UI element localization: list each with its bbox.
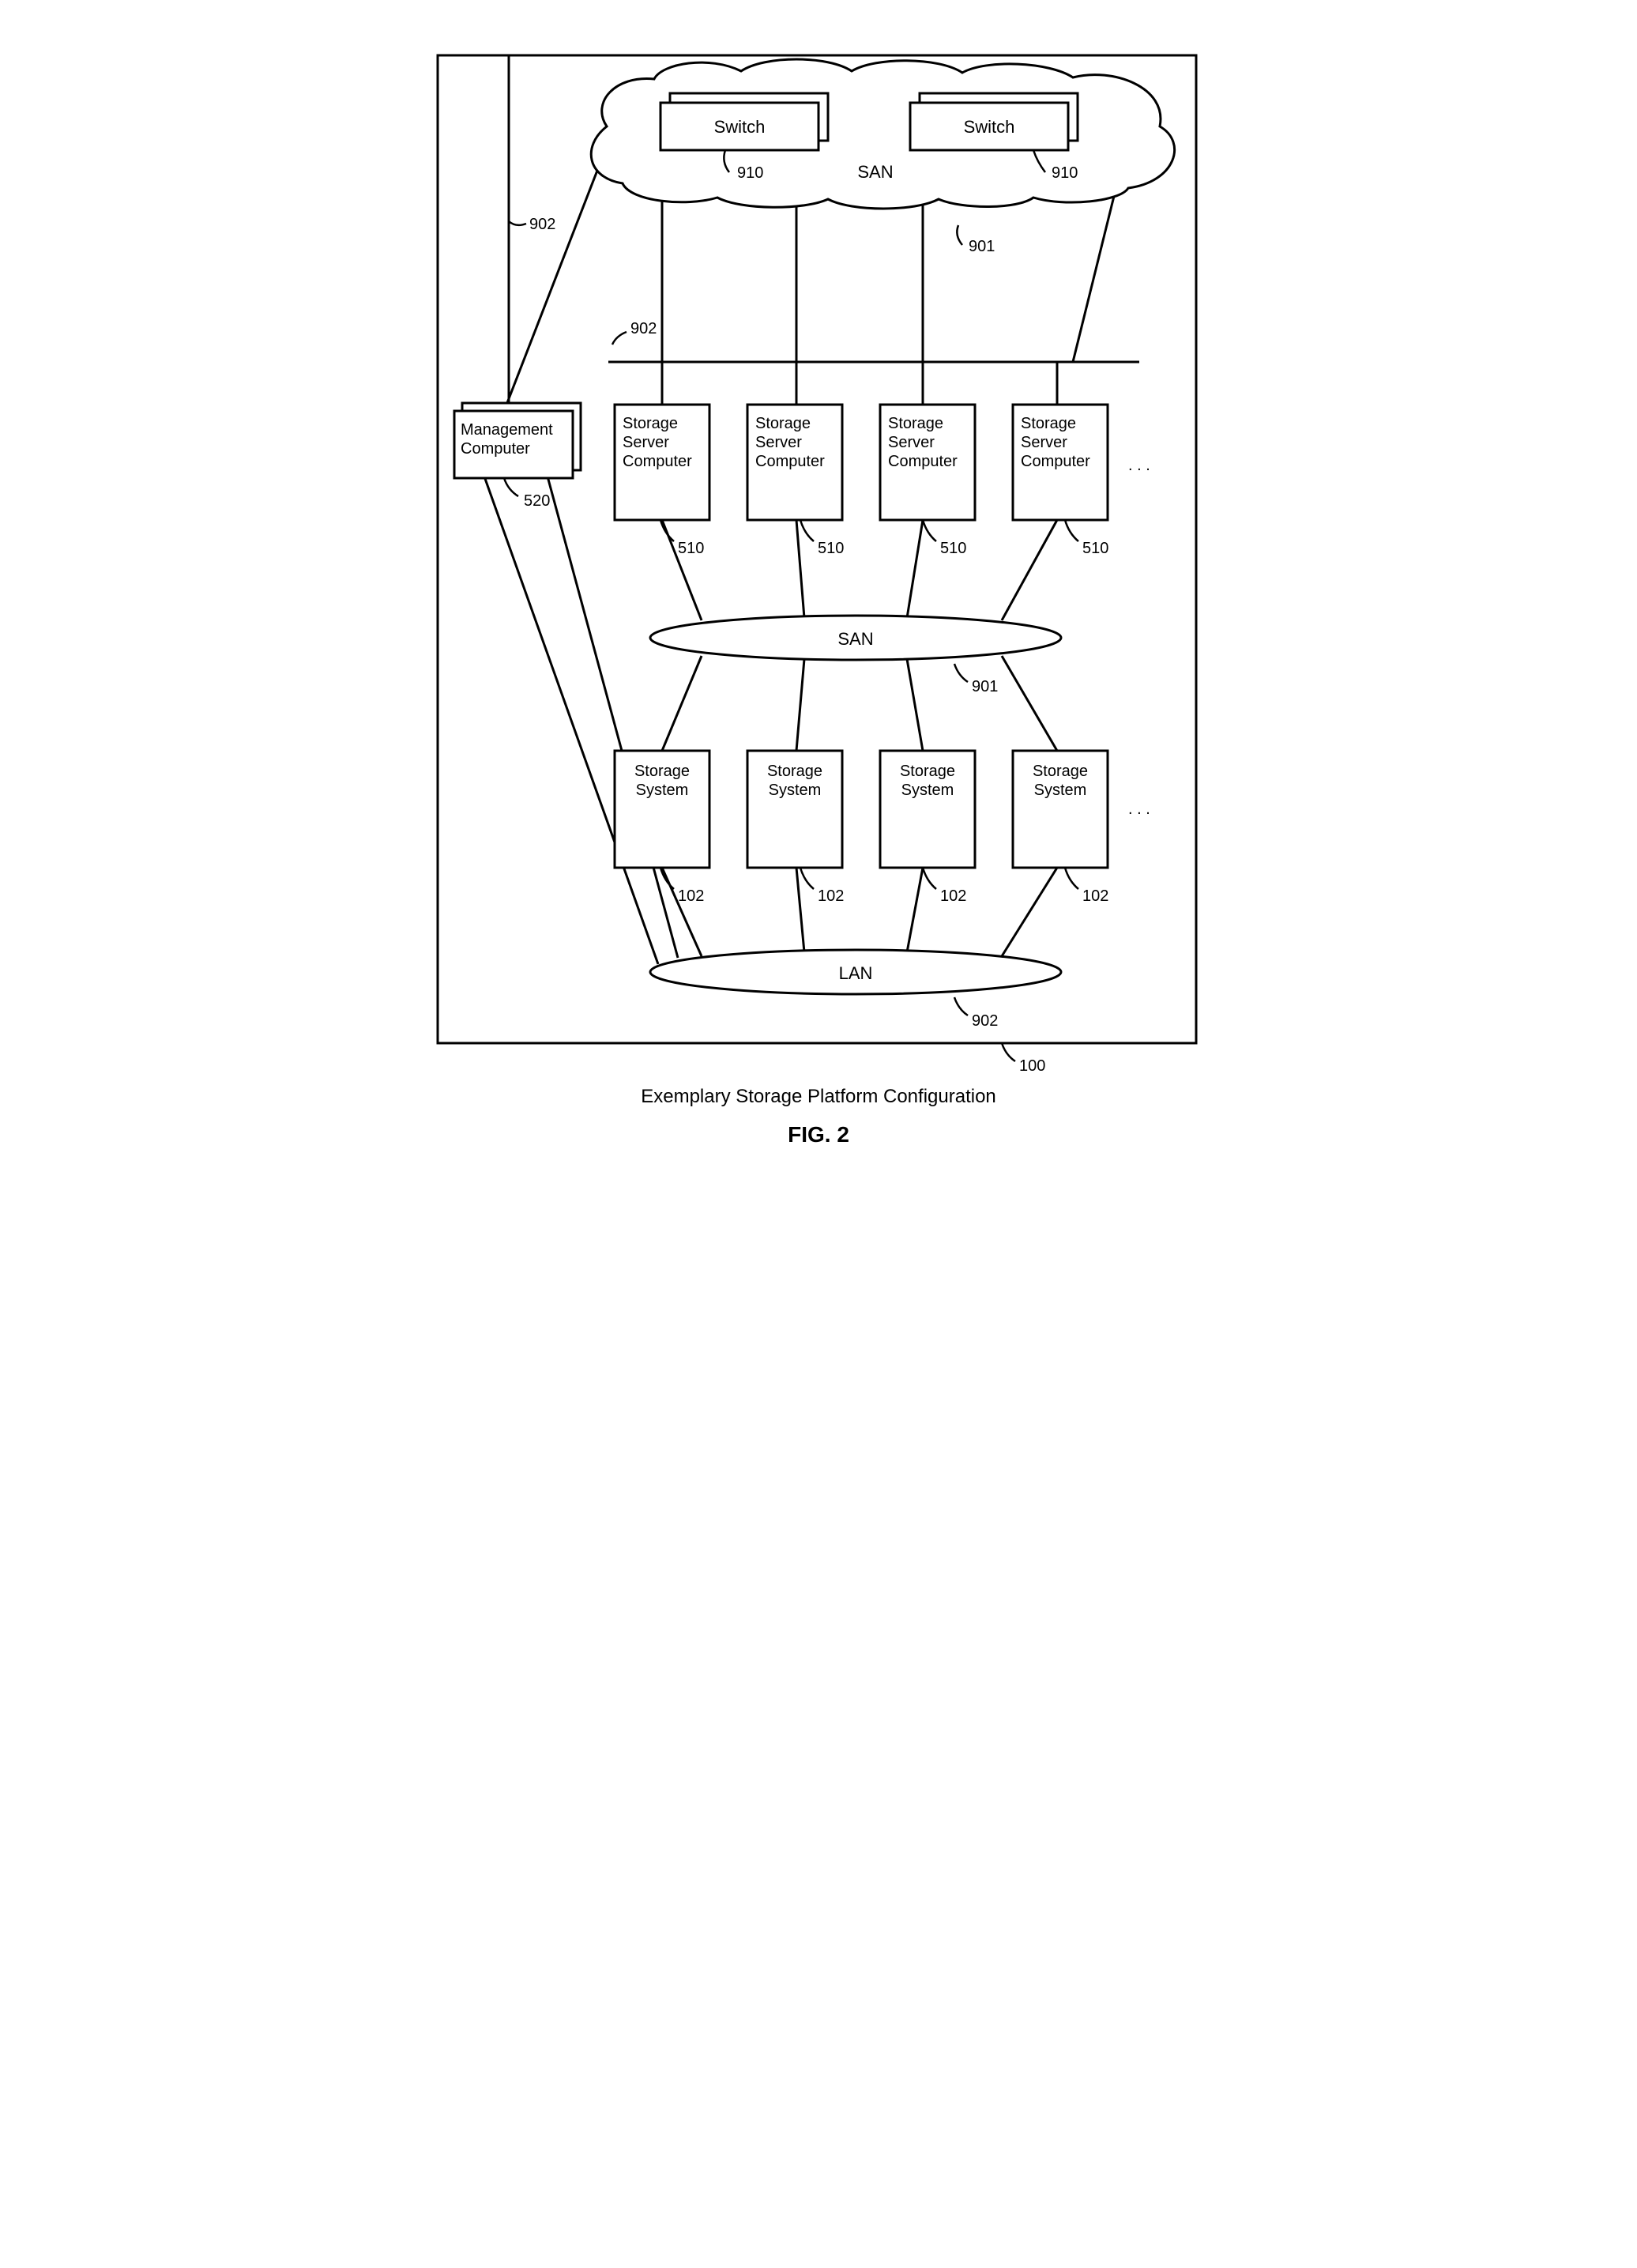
ref-902c: 902 [972,1012,998,1030]
ref-102b: 102 [818,887,844,905]
ref-520: 520 [524,492,550,510]
sto3-l1: Storage [900,763,955,780]
ref-line-100 [1002,1043,1015,1061]
diagram-svg: Switch Switch SAN 910 910 901 902 902 Ma… [409,32,1228,1166]
ref-102c: 102 [940,887,966,905]
figure-caption: Exemplary Storage Platform Configuration [641,1086,996,1107]
ref-100: 100 [1019,1057,1045,1075]
srv2-l1: Storage [755,415,811,432]
ref-510b: 510 [818,540,844,557]
ref-510a: 510 [678,540,704,557]
srv1-l1: Storage [623,415,678,432]
srv4-l3: Computer [1021,453,1090,470]
srv2-l2: Server [755,434,802,451]
ref-102a: 102 [678,887,704,905]
sto1-l1: Storage [634,763,690,780]
sto1-l2: System [636,782,689,799]
ref-901a: 901 [969,238,995,255]
mgmt-l1: Management [461,421,553,439]
san-ellipse-label: SAN [837,629,873,649]
ref-902a: 902 [529,216,555,233]
srv4-l2: Server [1021,434,1067,451]
ref-902b: 902 [630,320,657,337]
srv3-l2: Server [888,434,935,451]
sto4-l1: Storage [1033,763,1088,780]
ellipsis-storage: . . . [1128,801,1150,818]
srv3-l1: Storage [888,415,943,432]
switch1-label: Switch [714,117,766,137]
ref-910b: 910 [1052,164,1078,182]
ref-910a: 910 [737,164,763,182]
srv1-l3: Computer [623,453,692,470]
sto3-l2: System [901,782,954,799]
figure-label: FIG. 2 [788,1122,849,1147]
srv3-l3: Computer [888,453,958,470]
mgmt-l2: Computer [461,440,530,458]
srv2-l3: Computer [755,453,825,470]
ref-901b: 901 [972,678,998,695]
sto4-l2: System [1034,782,1087,799]
srv4-l1: Storage [1021,415,1076,432]
sto2-l2: System [769,782,822,799]
cloud-san-label: SAN [857,162,893,182]
sto2-l1: Storage [767,763,822,780]
ellipsis-servers: . . . [1128,457,1150,474]
switch2-label: Switch [964,117,1015,137]
ref-510c: 510 [940,540,966,557]
lan-ellipse-label: LAN [839,963,873,983]
ref-102d: 102 [1082,887,1108,905]
ref-510d: 510 [1082,540,1108,557]
srv1-l2: Server [623,434,669,451]
